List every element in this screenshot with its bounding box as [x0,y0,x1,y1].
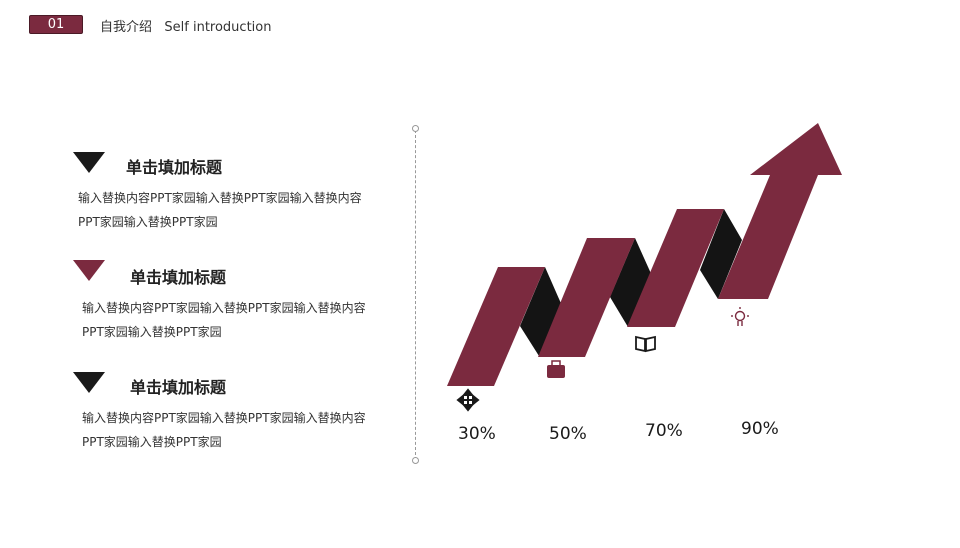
fold-1 [520,267,563,356]
triangle-marker-icon [73,152,105,173]
divider-dot [412,457,419,464]
move-arrows-icon [456,388,480,412]
triangle-marker-icon [73,260,105,281]
segment-1 [447,267,545,386]
triangle-marker-icon [73,372,105,393]
header-title: 自我介绍 Self introduction [100,20,272,35]
fold-2 [610,238,653,327]
item-title: 单击填加标题 [130,268,227,287]
item-title: 单击填加标题 [130,378,227,397]
briefcase-icon [547,360,565,378]
item-body: 输入替换内容PPT家园输入替换PPT家园输入替换内容PPT家园输入替换PPT家园 [78,191,362,229]
section-number-badge: 01 [29,15,83,34]
open-book-icon [635,335,656,353]
segment-3 [627,209,724,327]
step-value: 30% [458,424,496,444]
step-value: 90% [741,419,779,439]
step-value: 70% [645,421,683,441]
divider-dot [412,125,419,132]
item-body: 输入替换内容PPT家园输入替换PPT家园输入替换内容PPT家园输入替换PPT家园 [82,301,366,339]
lightbulb-icon [731,307,749,326]
fold-3 [700,209,742,299]
segment-2 [538,238,635,357]
step-value: 50% [549,424,587,444]
divider-line [415,130,416,460]
arrow-segment [718,123,842,299]
item-body: 输入替换内容PPT家园输入替换PPT家园输入替换内容PPT家园输入替换PPT家园 [82,411,366,449]
item-title: 单击填加标题 [126,158,223,177]
